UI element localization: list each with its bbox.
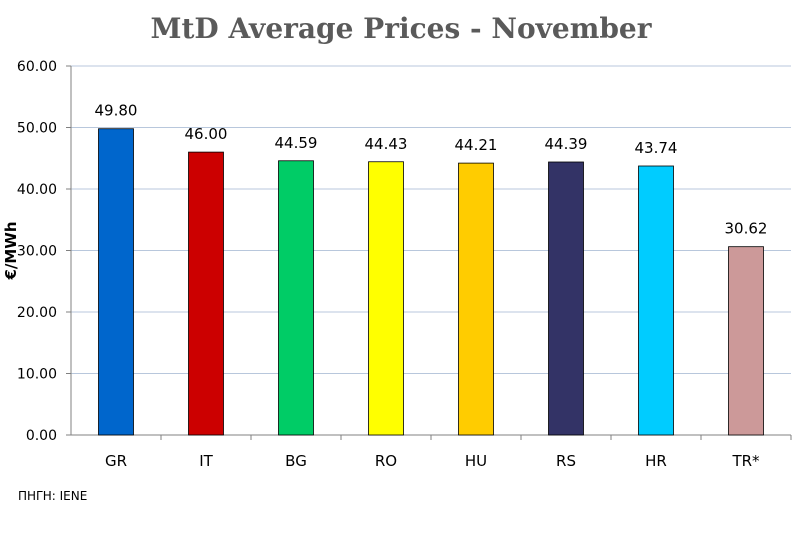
- bar-hr: [638, 165, 674, 436]
- y-tick-label: 50.00: [17, 121, 57, 137]
- bar-tr: [728, 246, 764, 436]
- x-tick-label: RO: [375, 452, 397, 470]
- data-label: 44.59: [275, 134, 318, 152]
- x-tick-label: TR*: [731, 452, 760, 470]
- y-axis-label: €/MWh: [2, 221, 20, 280]
- data-label: 44.43: [365, 135, 408, 153]
- x-tick-label: BG: [285, 452, 307, 470]
- data-label: 43.74: [635, 139, 678, 157]
- x-tick-label: IT: [199, 452, 213, 470]
- y-tick-label: 60.00: [17, 59, 57, 75]
- x-tick-label: RS: [556, 452, 576, 470]
- y-tick-label: 20.00: [17, 305, 57, 321]
- bar-rs: [548, 161, 584, 436]
- source-note: ΠΗΓΗ: IENE: [18, 489, 88, 503]
- chart-title: MtD Average Prices - November: [151, 12, 653, 45]
- data-label: 44.21: [455, 136, 498, 154]
- x-tick-label: HU: [465, 452, 487, 470]
- data-label: 46.00: [185, 125, 228, 143]
- bar-bg: [278, 160, 314, 436]
- x-tick-label: HR: [645, 452, 667, 470]
- data-label: 30.62: [725, 220, 768, 238]
- y-tick-label: 40.00: [17, 182, 57, 198]
- y-tick-label: 0.00: [26, 428, 57, 444]
- data-label: 44.39: [545, 135, 588, 153]
- bar-gr: [98, 128, 134, 436]
- bar-it: [188, 151, 224, 436]
- bar-hu: [458, 162, 494, 436]
- data-label: 49.80: [95, 102, 138, 120]
- y-tick-label: 30.00: [17, 244, 57, 260]
- x-tick-label: GR: [105, 452, 127, 470]
- bar-ro: [368, 161, 404, 436]
- y-tick-label: 10.00: [17, 367, 57, 383]
